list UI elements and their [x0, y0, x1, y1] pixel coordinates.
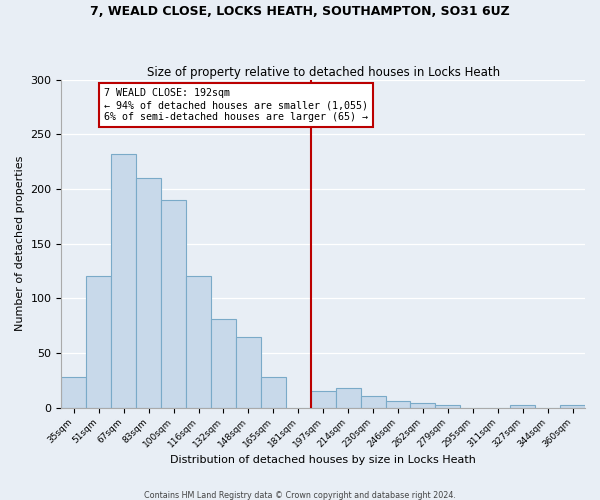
Bar — [186, 276, 211, 407]
Bar — [410, 404, 436, 407]
Bar — [161, 200, 186, 408]
Text: Contains HM Land Registry data © Crown copyright and database right 2024.: Contains HM Land Registry data © Crown c… — [144, 490, 456, 500]
Title: Size of property relative to detached houses in Locks Heath: Size of property relative to detached ho… — [146, 66, 500, 78]
Bar — [560, 406, 585, 407]
Text: 7, WEALD CLOSE, LOCKS HEATH, SOUTHAMPTON, SO31 6UZ: 7, WEALD CLOSE, LOCKS HEATH, SOUTHAMPTON… — [90, 5, 510, 18]
Bar — [436, 406, 460, 407]
Bar — [361, 396, 386, 407]
Bar — [86, 276, 111, 407]
Bar — [335, 388, 361, 407]
Bar — [311, 391, 335, 407]
Bar — [61, 377, 86, 408]
Y-axis label: Number of detached properties: Number of detached properties — [15, 156, 25, 332]
Bar — [510, 406, 535, 407]
Bar — [261, 377, 286, 408]
Bar — [111, 154, 136, 407]
Text: 7 WEALD CLOSE: 192sqm
← 94% of detached houses are smaller (1,055)
6% of semi-de: 7 WEALD CLOSE: 192sqm ← 94% of detached … — [104, 88, 368, 122]
Bar — [211, 319, 236, 408]
Bar — [136, 178, 161, 408]
X-axis label: Distribution of detached houses by size in Locks Heath: Distribution of detached houses by size … — [170, 455, 476, 465]
Bar — [236, 336, 261, 407]
Bar — [386, 401, 410, 407]
